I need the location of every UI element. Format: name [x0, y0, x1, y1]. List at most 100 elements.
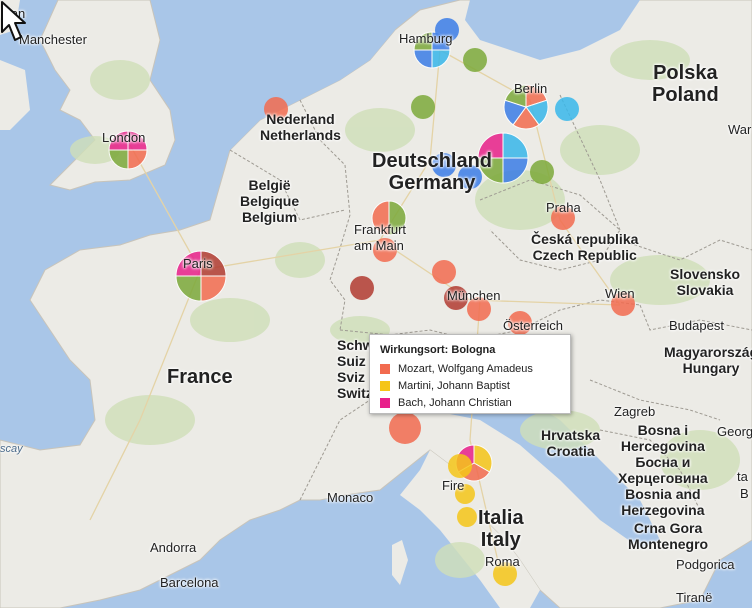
pie-slice[interactable]: [611, 292, 635, 316]
pie-slice[interactable]: [477, 157, 504, 184]
pie-marker-leipzig[interactable]: [477, 132, 529, 184]
pie-slice[interactable]: [413, 31, 433, 51]
tooltip-item-label: Mozart, Wolfgang Amadeus: [398, 362, 533, 375]
country-line: Bosnia and: [625, 486, 701, 502]
pie-slice[interactable]: [388, 200, 407, 236]
pie-slice[interactable]: [127, 130, 148, 151]
city-label-hamburg: Hamburg: [399, 31, 453, 46]
country-line: Hercegovina: [620, 438, 705, 454]
pie-marker-de-b2[interactable]: [458, 165, 482, 189]
pie-slice[interactable]: [458, 165, 482, 189]
country-line: Bosna i: [637, 422, 689, 438]
pie-slice[interactable]: [108, 130, 129, 151]
pie-slice[interactable]: [200, 250, 227, 277]
pie-marker-hamburg-c[interactable]: [463, 48, 487, 72]
pie-slice[interactable]: [350, 276, 374, 300]
pie-marker-frankfurt-b[interactable]: [373, 238, 397, 262]
pie-slice[interactable]: [455, 484, 475, 504]
pie-marker-bremen[interactable]: [411, 95, 435, 119]
country-label-bosnia: Bosna i Hercegovina Босна и Херцеговина …: [618, 422, 708, 518]
pie-marker-paris[interactable]: [175, 250, 227, 302]
country-line: Slovakia: [676, 282, 734, 298]
pie-marker-salzburg[interactable]: [508, 311, 532, 335]
city-label-budapest: Budapest: [669, 318, 724, 333]
pie-slice[interactable]: [448, 454, 472, 478]
pie-marker-frankfurt[interactable]: [371, 200, 407, 236]
pie-slice[interactable]: [435, 18, 459, 42]
city-label-ta: ta: [737, 469, 748, 484]
pie-slice[interactable]: [432, 260, 456, 284]
pie-marker-mannheim[interactable]: [350, 276, 374, 300]
pie-marker-hamburg-a[interactable]: [413, 31, 451, 69]
pie-slice[interactable]: [444, 286, 468, 310]
pie-marker-dresden[interactable]: [530, 160, 554, 184]
country-line: Croatia: [546, 443, 595, 459]
city-label-berlin: Berlin: [514, 81, 548, 96]
pie-slice[interactable]: [551, 206, 575, 230]
pie-slice[interactable]: [108, 149, 129, 170]
pie-marker-muenchen-b[interactable]: [467, 297, 491, 321]
city-label-paris: Paris: [183, 256, 213, 271]
country-line: Hungary: [682, 360, 740, 376]
pie-slice[interactable]: [530, 160, 554, 184]
pie-marker-berlin-b[interactable]: [555, 97, 579, 121]
pie-slice[interactable]: [127, 149, 148, 170]
pie-slice[interactable]: [493, 562, 517, 586]
pie-marker-firenze-c[interactable]: [457, 507, 477, 527]
pie-slice[interactable]: [411, 95, 435, 119]
city-label-frankfurt: Frankfurt am Main: [354, 222, 434, 254]
country-label-italy: Italia Italy: [478, 507, 524, 551]
country-line: Magyarország: [664, 344, 752, 360]
tooltip-item: Martini, Johann Baptist: [380, 377, 560, 394]
country-line: Slovensko: [670, 266, 741, 282]
pie-marker-wien[interactable]: [611, 292, 635, 316]
city-label-barcelona: Barcelona: [160, 575, 219, 590]
pie-slice[interactable]: [463, 48, 487, 72]
pie-slice[interactable]: [508, 311, 532, 335]
pie-marker-london[interactable]: [108, 130, 148, 170]
pie-slice[interactable]: [504, 84, 527, 108]
city-label-frankfurt-text: Frankfurt am Main: [354, 222, 407, 253]
pie-marker-berlin[interactable]: [503, 84, 549, 130]
pie-marker-hamburg-b[interactable]: [435, 18, 459, 42]
tooltip-rows: Mozart, Wolfgang Amadeus Martini, Johann …: [380, 360, 560, 411]
pie-marker-bologna-b[interactable]: [448, 454, 472, 478]
pie-marker-de-b1[interactable]: [432, 153, 456, 177]
country-line: Italy: [480, 529, 521, 551]
pie-slice[interactable]: [467, 297, 491, 321]
pie-slice[interactable]: [175, 275, 202, 302]
pie-slice[interactable]: [373, 238, 397, 262]
pie-slice[interactable]: [389, 412, 421, 444]
pie-slice[interactable]: [432, 153, 456, 177]
city-label-b: B: [740, 486, 749, 501]
country-label-czech: Česká republika Czech Republic: [531, 231, 638, 263]
pie-slice[interactable]: [555, 97, 579, 121]
country-line: Suiz: [337, 353, 366, 369]
legend-swatch: [380, 397, 390, 408]
pie-slice[interactable]: [175, 250, 202, 277]
pie-marker-nl[interactable]: [264, 97, 288, 121]
pie-marker-milano[interactable]: [389, 412, 421, 444]
pie-slice[interactable]: [457, 507, 477, 527]
pie-slice[interactable]: [477, 132, 504, 159]
pie-marker-muenchen[interactable]: [444, 286, 468, 310]
pie-slice[interactable]: [502, 157, 529, 184]
country-line: Херцеговина: [618, 470, 708, 486]
pie-marker-roma[interactable]: [493, 562, 517, 586]
pie-slice[interactable]: [264, 97, 288, 121]
city-label-podgorica: Podgorica: [676, 557, 735, 572]
pie-marker-augsburg[interactable]: [432, 260, 456, 284]
country-line: Босна и: [635, 454, 691, 470]
pie-slice[interactable]: [413, 49, 433, 69]
pie-marker-praha[interactable]: [551, 206, 575, 230]
pie-slice[interactable]: [502, 132, 529, 159]
city-label-georgi: Georgi: [717, 424, 752, 439]
city-label-muenchen: München: [447, 288, 501, 303]
country-label-poland: Polska Poland: [652, 62, 719, 106]
pie-slice[interactable]: [371, 200, 390, 236]
pie-slice[interactable]: [200, 275, 227, 302]
pie-slice[interactable]: [431, 49, 451, 69]
pie-marker-firenze-b[interactable]: [455, 484, 475, 504]
